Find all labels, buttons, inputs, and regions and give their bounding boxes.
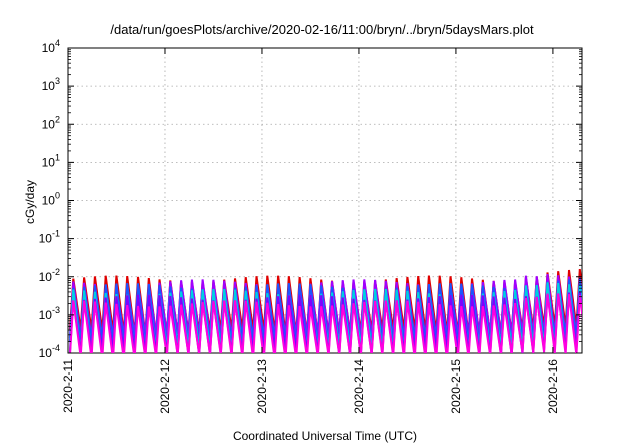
y-tick-label: 102: [42, 114, 60, 131]
x-axis-label: Coordinated Universal Time (UTC): [233, 429, 417, 443]
y-tick-label: 10-2: [39, 267, 60, 284]
x-tick-label: 2020-2-14: [352, 359, 366, 414]
y-tick-label: 10-1: [39, 229, 60, 246]
series-layer: [68, 268, 582, 353]
x-axis-ticks: 2020-2-11 2020-2-12 2020-2-13 2020-2-14 2020…: [61, 48, 560, 414]
y-axis-ticks: 104 103 102 101 100 10-1 10-2 10-3 10-4: [39, 38, 582, 360]
x-tick-label: 2020-2-15: [449, 359, 463, 414]
x-tick-label: 2020-2-12: [158, 359, 172, 414]
y-tick-label: 101: [42, 152, 60, 169]
x-tick-label: 2020-2-11: [61, 359, 75, 413]
chart-title: /data/run/goesPlots/archive/2020-02-16/1…: [110, 22, 534, 37]
y-tick-label: 100: [42, 191, 60, 208]
y-tick-label: 10-3: [39, 305, 60, 322]
x-tick-label: 2020-2-13: [255, 359, 269, 414]
y-axis-label: cGy/day: [23, 180, 37, 224]
y-tick-label: 10-4: [39, 343, 60, 360]
x-tick-label: 2020-2-16: [546, 359, 560, 414]
y-tick-label: 103: [42, 76, 60, 93]
series-line-6: [69, 293, 582, 353]
y-tick-label: 104: [42, 38, 60, 55]
